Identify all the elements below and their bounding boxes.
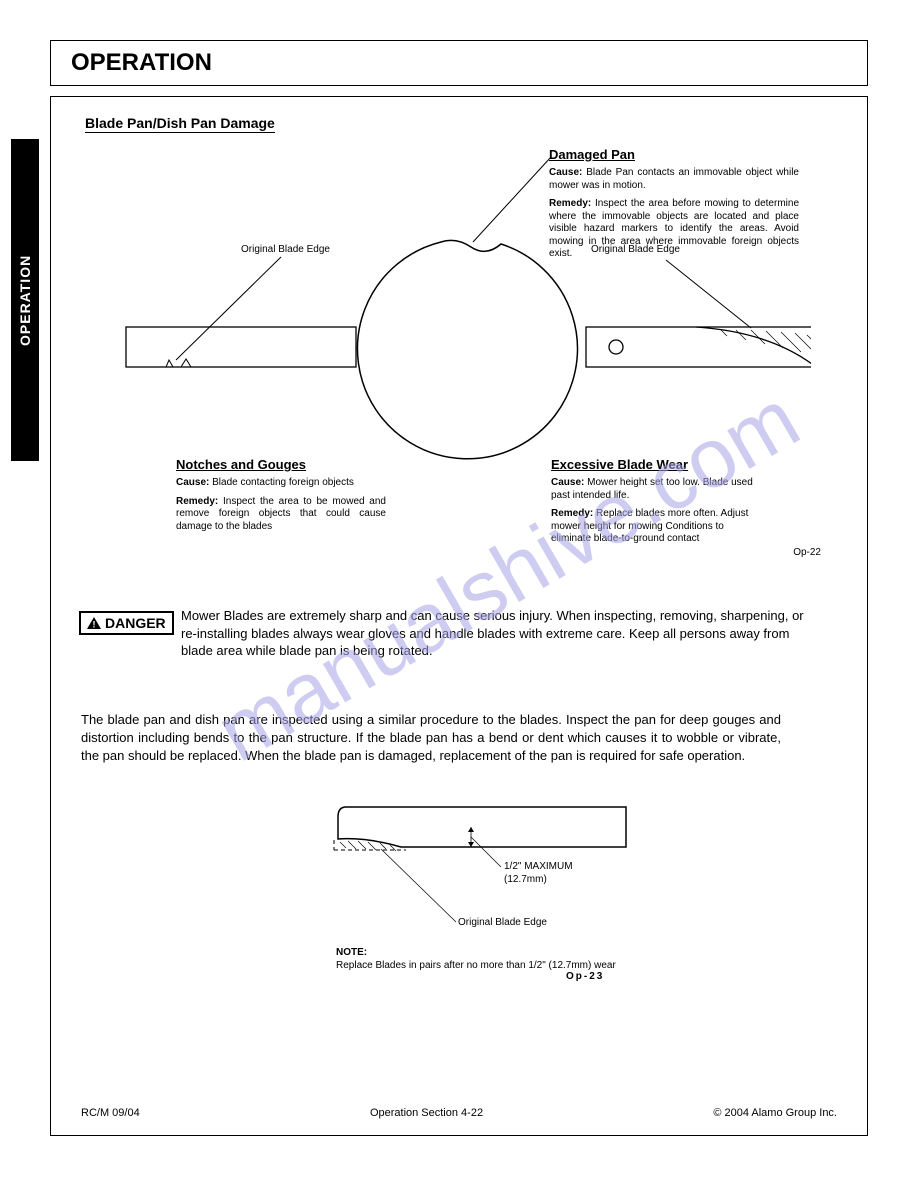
notches-title: Notches and Gouges — [176, 457, 386, 473]
svg-text:!: ! — [93, 620, 96, 630]
main-paragraph: The blade pan and dish pan are inspected… — [81, 711, 781, 766]
footer-left: RC/M 09/04 — [81, 1107, 140, 1119]
footer-right: © 2004 Alamo Group Inc. — [713, 1107, 837, 1119]
wear-block: Excessive Blade Wear Cause: Mower height… — [551, 457, 761, 546]
max-label: 1/2" MAXIMUM (12.7mm) — [504, 861, 573, 886]
footer-center: Operation Section 4-22 — [370, 1107, 483, 1119]
damaged-pan-title: Damaged Pan — [549, 147, 799, 163]
danger-word: DANGER — [105, 615, 166, 631]
danger-label: ! DANGER — [79, 611, 174, 635]
section-title: Blade Pan/Dish Pan Damage — [85, 115, 275, 133]
opcode-2: Op-23 — [566, 971, 604, 982]
side-tab: OPERATION — [11, 139, 39, 461]
note-block: NOTE: Replace Blades in pairs after no m… — [336, 947, 676, 972]
danger-text: Mower Blades are extremely sharp and can… — [181, 607, 811, 660]
content-box: OPERATION Blade Pan/Dish Pan Damage — [50, 96, 868, 1136]
wear-title: Excessive Blade Wear — [551, 457, 761, 473]
warning-icon: ! — [87, 617, 101, 629]
footer: RC/M 09/04 Operation Section 4-22 © 2004… — [81, 1107, 837, 1119]
header-title: OPERATION — [71, 49, 212, 77]
orig-edge-2: Original Blade Edge — [458, 917, 547, 930]
notches-block: Notches and Gouges Cause: Blade contacti… — [176, 457, 386, 533]
orig-edge-right: Original Blade Edge — [591, 244, 680, 257]
header-box: OPERATION — [50, 40, 868, 86]
blade-wear-svg — [306, 787, 686, 957]
opcode-1: Op-22 — [793, 547, 821, 558]
diagram-pan-damage: Damaged Pan Cause: Blade Pan contacts an… — [91, 152, 811, 582]
orig-edge-left: Original Blade Edge — [241, 244, 330, 257]
diagram-blade-wear: 1/2" MAXIMUM (12.7mm) Original Blade Edg… — [306, 787, 686, 1017]
